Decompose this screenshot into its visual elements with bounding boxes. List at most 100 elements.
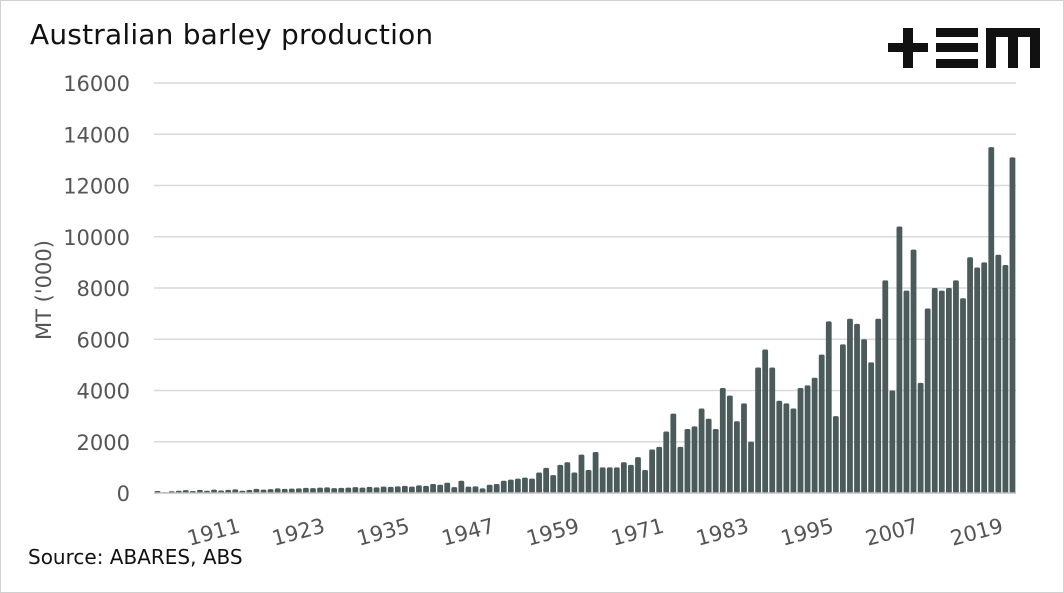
- bar-1921: [303, 487, 309, 493]
- bar-1998: [847, 318, 853, 493]
- x-tick-label: 1959: [524, 514, 582, 551]
- source-note: Source: ABARES, ABS: [28, 545, 243, 569]
- bar-1987: [769, 367, 776, 493]
- bar-1955: [543, 467, 550, 493]
- bar-1957: [557, 464, 564, 493]
- bar-1984: [748, 441, 754, 493]
- bar-1940: [437, 484, 444, 493]
- bar-1933: [387, 486, 394, 493]
- bar-1953: [529, 478, 535, 493]
- bar-1975: [684, 428, 691, 493]
- bar-1993: [811, 377, 818, 493]
- bar-1999: [854, 323, 860, 493]
- logo-e-middle: [936, 43, 978, 52]
- chart-title: Australian barley production: [30, 18, 434, 51]
- bar-1970: [649, 449, 656, 493]
- bar-2016: [974, 267, 981, 493]
- y-tick-label: 12000: [63, 175, 130, 199]
- bar-2015: [967, 257, 973, 493]
- bar-1927: [345, 487, 352, 493]
- bar-1995: [825, 321, 832, 493]
- bar-1991: [797, 387, 804, 493]
- bar-1906: [197, 489, 203, 493]
- bar-2011: [938, 290, 945, 493]
- bar-1928: [352, 487, 359, 493]
- bar-1917: [274, 488, 281, 493]
- bar-1963: [599, 467, 606, 493]
- logo-e-top: [936, 28, 978, 37]
- bar-1974: [677, 446, 684, 493]
- bar-1962: [592, 452, 599, 493]
- y-tick-label: 6000: [77, 328, 130, 352]
- bar-1979: [712, 428, 719, 493]
- bar-1972: [663, 431, 670, 493]
- bar-1934: [394, 486, 401, 493]
- bar-1916: [267, 489, 274, 493]
- bar-1994: [818, 354, 825, 493]
- bar-1985: [755, 367, 762, 493]
- bar-1939: [430, 484, 436, 493]
- bar-1930: [366, 486, 373, 493]
- bar-1944: [465, 486, 472, 493]
- bar-2019: [995, 254, 1002, 493]
- x-tick-label: 1923: [269, 514, 327, 551]
- bar-1942: [451, 487, 458, 493]
- x-tick-label: 2007: [863, 514, 921, 551]
- bar-1992: [804, 385, 811, 493]
- bar-2017: [981, 262, 988, 493]
- x-tick-label: 1983: [693, 514, 751, 551]
- y-tick-label: 0: [117, 482, 130, 506]
- bar-1924: [324, 487, 331, 493]
- bar-2003: [882, 280, 889, 493]
- bar-1967: [628, 464, 634, 493]
- bar-1966: [620, 462, 627, 493]
- bar-1989: [783, 403, 790, 493]
- logo-m: [986, 28, 1040, 68]
- bar-1925: [331, 488, 338, 493]
- bar-1988: [776, 400, 783, 493]
- bar-1936: [408, 486, 415, 493]
- bar-1949: [500, 480, 507, 493]
- bar-1959: [571, 472, 578, 493]
- bar-1977: [698, 408, 705, 493]
- bar-2020: [1002, 264, 1009, 493]
- x-tick-label: 1971: [609, 514, 667, 551]
- bar-1968: [635, 457, 641, 493]
- bar-1981: [726, 395, 733, 493]
- bar-2012: [945, 288, 952, 493]
- bar-1947: [486, 484, 493, 493]
- y-tick-label: 8000: [77, 277, 130, 301]
- bar-1960: [578, 454, 585, 493]
- x-tick-labels: 1911 1923 1935 1947 1959 1971 1983 1995 2007 2019: [185, 514, 1006, 551]
- y-tick-labels: 0 2000 4000 6000 8000 10000 12000 14000 16000: [63, 72, 130, 506]
- y-axis-label: MT ('000): [32, 240, 56, 340]
- bar-1971: [656, 446, 663, 493]
- bar-1913: [246, 489, 253, 493]
- bar-1931: [373, 487, 380, 493]
- bar-1986: [762, 349, 769, 493]
- bar-1929: [359, 487, 366, 493]
- bar-1911: [232, 489, 239, 493]
- x-tick-label: 1995: [778, 514, 836, 551]
- y-tick-label: 2000: [77, 431, 130, 455]
- bar-1996: [832, 416, 839, 493]
- bar-1918: [281, 488, 288, 493]
- bar-1919: [288, 488, 295, 493]
- bar-1951: [514, 478, 521, 493]
- bar-1952: [522, 477, 528, 493]
- bar-1956: [550, 475, 557, 493]
- bar-2000: [861, 339, 867, 493]
- bar-1950: [507, 479, 514, 493]
- bar-1926: [338, 487, 345, 493]
- bar-2005: [896, 226, 903, 493]
- y-tick-label: 4000: [77, 380, 130, 404]
- bar-2018: [988, 147, 995, 493]
- x-tick-label: 1947: [439, 514, 497, 551]
- bar-1973: [670, 413, 677, 493]
- bar-1922: [310, 488, 316, 493]
- bar-1932: [380, 486, 387, 493]
- bar-2002: [875, 318, 882, 493]
- bar-1990: [790, 408, 797, 493]
- bar-2006: [903, 290, 910, 493]
